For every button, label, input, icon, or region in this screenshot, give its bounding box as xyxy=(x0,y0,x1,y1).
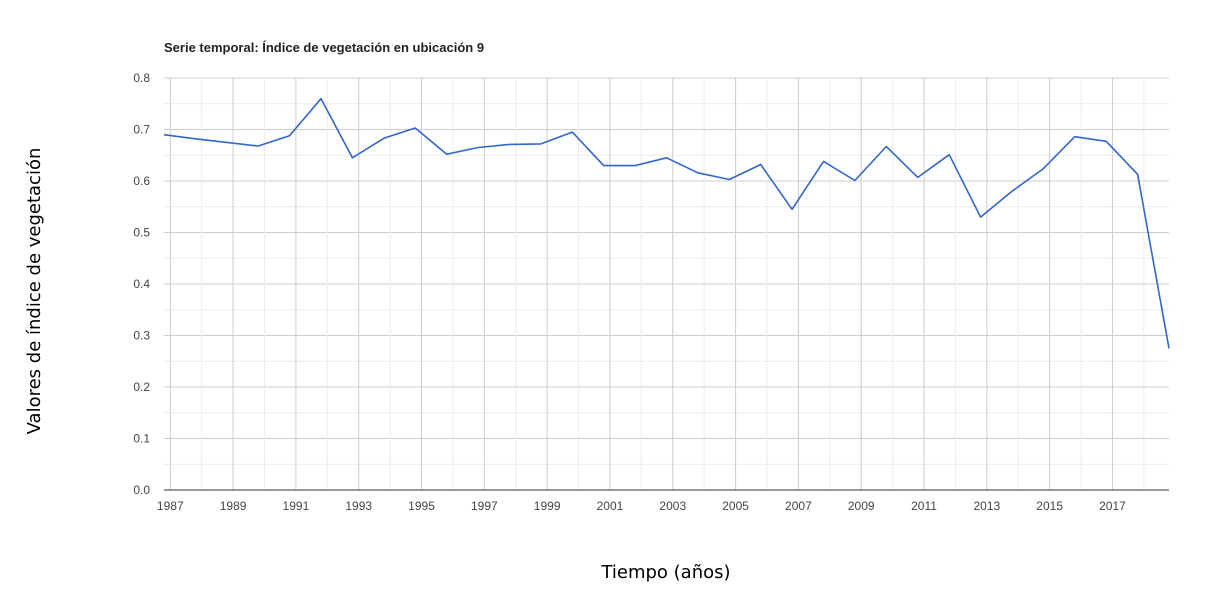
series-line xyxy=(163,97,1170,349)
y-tick-label: 0.4 xyxy=(133,277,150,291)
y-axis-ticks: 0.0 0.1 0.2 0.3 0.4 0.5 0.6 0.7 0.8 xyxy=(133,71,150,497)
x-tick-label: 1999 xyxy=(534,499,561,513)
y-tick-label: 0.6 xyxy=(133,174,150,188)
y-axis-title: Valores de índice de vegetación xyxy=(24,148,45,435)
x-tick-label: 1997 xyxy=(471,499,498,513)
chart-title: Serie temporal: Índice de vegetación en … xyxy=(164,40,484,55)
x-tick-label: 2011 xyxy=(911,499,937,513)
grid xyxy=(164,77,1169,490)
x-tick-label: 2017 xyxy=(1099,499,1126,513)
series-group xyxy=(163,97,1170,349)
x-tick-label: 1991 xyxy=(283,499,310,513)
x-tick-label: 1993 xyxy=(345,499,372,513)
x-tick-label: 2001 xyxy=(597,499,624,513)
x-tick-label: 2009 xyxy=(848,499,875,513)
x-tick-label: 2013 xyxy=(973,499,1000,513)
x-tick-label: 1987 xyxy=(157,499,184,513)
y-tick-label: 0.1 xyxy=(133,432,150,446)
x-tick-label: 2007 xyxy=(785,499,812,513)
y-tick-label: 0.3 xyxy=(133,329,150,343)
y-tick-label: 0.5 xyxy=(133,226,150,240)
y-tick-label: 0.2 xyxy=(133,380,150,394)
x-tick-label: 1989 xyxy=(220,499,247,513)
x-tick-label: 2003 xyxy=(659,499,686,513)
x-tick-label: 1995 xyxy=(408,499,435,513)
x-axis-title: Tiempo (años) xyxy=(600,562,730,583)
x-tick-label: 2005 xyxy=(722,499,749,513)
y-tick-label: 0.7 xyxy=(133,123,150,137)
x-tick-label: 2015 xyxy=(1036,499,1063,513)
x-axis-ticks: 1987 1989 1991 1993 1995 1997 1999 2001 2003 2005… xyxy=(157,499,1126,513)
y-tick-label: 0.0 xyxy=(133,483,150,497)
y-tick-label: 0.8 xyxy=(133,71,150,85)
